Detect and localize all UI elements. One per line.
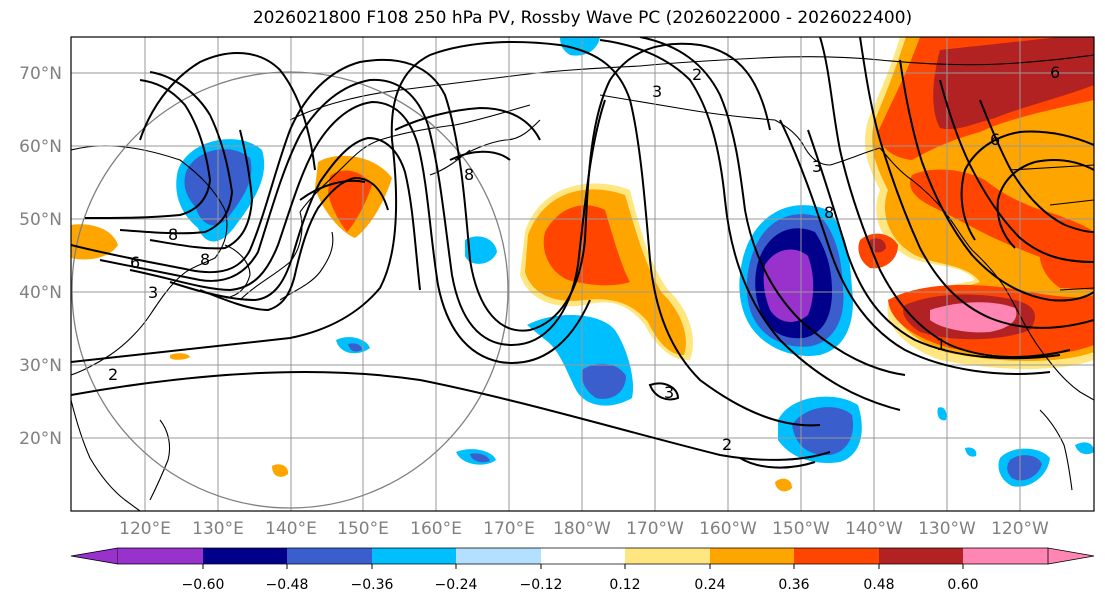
colorbar-segment (456, 548, 541, 564)
colorbar-segment (794, 548, 879, 564)
colorbar-segment (118, 548, 203, 564)
colorbar-segment (372, 548, 456, 564)
colorbar-tick-label: −0.48 (266, 577, 309, 593)
negative-anomaly-top (560, 37, 600, 56)
negative-anomaly-subtropical (527, 314, 634, 406)
colorbar-segment (879, 548, 963, 564)
lat-label: 70°N (19, 64, 62, 84)
positive-anomaly-speck (272, 464, 289, 477)
lon-label: 170°W (626, 519, 684, 539)
longitude-labels: 120°E 130°E 140°E 150°E 160°E 170°E 180°… (119, 519, 1049, 539)
colorbar-tick-label: −0.60 (182, 577, 225, 593)
lon-label: 160°E (410, 519, 462, 539)
map-frame (70, 36, 1095, 512)
contour-labels: 2 3 3 6 6 8 8 8 8 3 2 1 3 2 6 (108, 63, 1060, 454)
contour-label: 2 (722, 435, 732, 454)
colorbar-tick-label: −0.24 (435, 577, 478, 593)
colorbar-tick-label: 0.36 (778, 577, 809, 593)
contour-label: 3 (148, 283, 158, 302)
latitude-labels: 70°N 60°N 50°N 40°N 30°N 20°N (19, 64, 62, 449)
colorbar-tick-label: 0.24 (694, 577, 725, 593)
colorbar-segment (287, 548, 372, 564)
colorbar-extend-low (70, 547, 119, 565)
pv-contours (71, 37, 1094, 469)
lon-label: 160°W (699, 519, 757, 539)
contour-label: 2 (692, 65, 702, 84)
positive-anomaly-north-america (858, 37, 1094, 369)
lon-label: 170°E (483, 519, 535, 539)
lon-label: 120°E (119, 519, 171, 539)
colorbar-tick-label: 0.48 (863, 577, 894, 593)
contour-label: 8 (200, 250, 210, 269)
colorbar-tick-label: 0.12 (609, 577, 640, 593)
lon-label: 180°W (553, 519, 611, 539)
colorbar: −0.60 −0.48 −0.36 −0.24 −0.12 0.12 0.24 … (70, 547, 1095, 593)
contour-label: 6 (990, 130, 1000, 149)
colorbar-segment (625, 548, 710, 564)
contour-label: 6 (1050, 63, 1060, 82)
lon-label: 150°W (772, 519, 830, 539)
colorbar-segment (203, 548, 287, 564)
lat-label: 60°N (19, 137, 62, 157)
positive-anomaly-speck (170, 353, 190, 360)
contour-label: 8 (824, 203, 834, 222)
contour-label: 3 (652, 82, 662, 101)
pv-shading (71, 37, 1094, 492)
lon-label: 140°E (265, 519, 317, 539)
lat-label: 50°N (19, 210, 62, 230)
negative-anomaly-hawaii (778, 396, 862, 464)
coastlines (71, 54, 1094, 511)
contour-label: 6 (130, 253, 140, 272)
contour-label: 8 (464, 165, 474, 184)
contour-label: 1 (936, 335, 946, 354)
lon-label: 130°E (192, 519, 244, 539)
lat-label: 30°N (19, 356, 62, 376)
lat-label: 40°N (19, 283, 62, 303)
colorbar-segment (710, 548, 794, 564)
contour-label: 3 (664, 383, 674, 402)
negative-anomaly-speck (465, 236, 497, 264)
lon-label: 140°W (845, 519, 903, 539)
negative-anomaly-gulf-of-alaska (739, 205, 853, 356)
contour-label: 3 (812, 157, 822, 176)
map-title: 2026021800 F108 250 hPa PV, Rossby Wave … (252, 8, 913, 28)
radius-circle (71, 71, 509, 509)
lat-label: 20°N (19, 429, 62, 449)
positive-anomaly-west-edge (71, 224, 118, 260)
positive-anomaly-central-pacific (520, 183, 694, 361)
colorbar-tick-label: 0.60 (947, 577, 978, 593)
contour-label: 2 (108, 365, 118, 384)
colorbar-tick-label: −0.36 (351, 577, 394, 593)
lon-label: 120°W (991, 519, 1049, 539)
colorbar-extend-high (1047, 547, 1095, 565)
colorbar-tick-label: −0.12 (520, 577, 563, 593)
lon-label: 150°E (337, 519, 389, 539)
map-panel: 2 3 3 6 6 8 8 8 8 3 2 1 3 2 6 (70, 36, 1095, 512)
colorbar-segment (541, 548, 625, 564)
lon-label: 130°W (918, 519, 976, 539)
colorbar-segment (963, 548, 1048, 564)
contour-label: 8 (168, 225, 178, 244)
